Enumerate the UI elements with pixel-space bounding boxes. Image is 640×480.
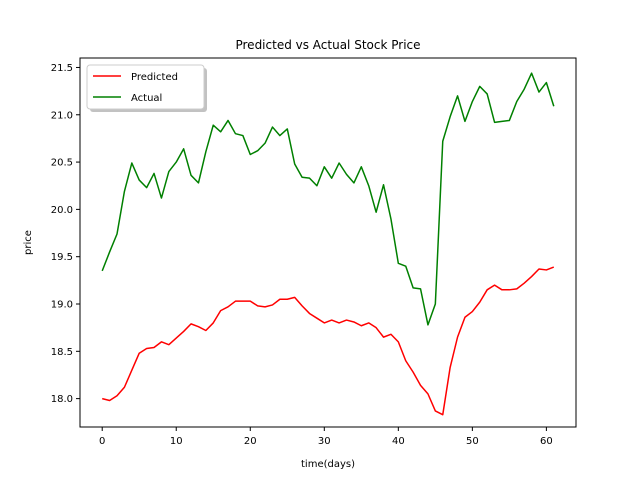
x-tick-label: 20 <box>244 436 257 447</box>
x-tick-label: 30 <box>318 436 331 447</box>
series-line-actual <box>101 72 555 326</box>
chart-title: Predicted vs Actual Stock Price <box>235 38 420 52</box>
x-tick-label: 10 <box>170 436 183 447</box>
series-line-predicted <box>102 266 555 416</box>
y-tick-label: 18.0 <box>51 394 73 405</box>
y-tick-label: 21.5 <box>51 63 73 74</box>
legend-label-predicted: Predicted <box>131 72 178 83</box>
x-tick-label: 50 <box>466 436 479 447</box>
axes-frame <box>79 57 577 428</box>
x-tick-label: 0 <box>99 436 105 447</box>
y-tick-label: 20.5 <box>51 158 73 169</box>
axis-ticks: 0 10 20 30 40 50 60 18.0 18.5 19.0 19.5 20.0 20.5 21.… <box>51 63 553 447</box>
y-tick-label: 19.0 <box>51 300 73 311</box>
legend: Predicted Actual <box>86 64 207 112</box>
x-axis-label: time(days) <box>301 459 355 470</box>
y-tick-label: 19.5 <box>51 252 73 263</box>
x-tick-label: 40 <box>392 436 405 447</box>
y-tick-label: 21.0 <box>51 110 73 121</box>
y-tick-label: 18.5 <box>51 347 73 358</box>
data-series <box>101 72 555 416</box>
legend-label-actual: Actual <box>131 93 162 104</box>
x-tick-label: 60 <box>540 436 553 447</box>
y-tick-label: 20.0 <box>51 205 73 216</box>
y-axis-label: price <box>23 230 34 255</box>
